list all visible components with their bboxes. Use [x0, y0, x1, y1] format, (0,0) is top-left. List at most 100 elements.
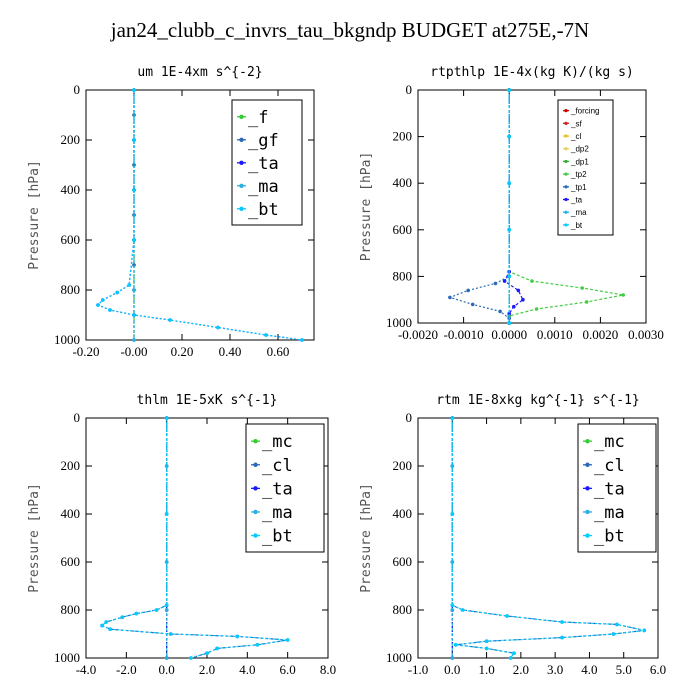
legend-marker — [585, 509, 590, 515]
data-point — [154, 608, 159, 612]
data-point — [507, 134, 512, 139]
legend-marker — [585, 486, 590, 491]
data-point — [560, 620, 564, 624]
x-tick-label: 0.0030 — [628, 327, 664, 342]
data-point — [235, 634, 240, 639]
data-point — [96, 303, 100, 307]
data-point — [450, 603, 455, 607]
data-point — [530, 279, 534, 283]
data-point — [132, 188, 136, 192]
x-tick-label: 0.0010 — [537, 327, 573, 342]
legend-marker — [239, 183, 244, 188]
x-tick-label: -4.0 — [76, 662, 97, 677]
x-tick-label: -2.0 — [116, 662, 137, 677]
y-tick-label: 200 — [61, 458, 81, 473]
legend-marker — [253, 438, 258, 444]
panel-4: rtm 1E-8xkg kg^{-1} s^{-1} Pressure [hPa]… — [359, 393, 666, 677]
legend-marker — [564, 109, 568, 113]
y-tick-label: 1000 — [386, 650, 412, 665]
y-tick-label: 800 — [61, 602, 81, 617]
data-point — [127, 283, 131, 287]
data-point — [216, 325, 220, 330]
data-point — [450, 416, 455, 420]
y-tick-label: 400 — [393, 175, 413, 190]
legend-marker — [564, 121, 568, 125]
data-point — [470, 302, 475, 307]
data-point — [493, 281, 498, 286]
series-tp1 — [448, 88, 512, 325]
data-point — [164, 416, 169, 420]
legend-label: _forcing — [570, 107, 599, 116]
legend-label: _dp1 — [570, 157, 589, 166]
panel-title: thlm 1E-5xK s^{-1} — [137, 393, 278, 408]
data-point — [453, 643, 458, 647]
data-point — [450, 656, 455, 660]
legend-label: _cl — [262, 456, 293, 476]
series-line — [508, 90, 624, 323]
y-tick-label: 1000 — [54, 650, 80, 665]
legend-label: _f — [248, 108, 268, 128]
series-bt — [100, 416, 290, 660]
x-tick-label: 0.0 — [444, 662, 460, 677]
y-tick-label: 0 — [406, 410, 413, 425]
legend-marker — [564, 185, 568, 189]
data-point — [448, 295, 452, 300]
data-point — [120, 615, 125, 619]
x-tick-label: 8.0 — [320, 662, 336, 677]
legend-marker — [564, 134, 568, 138]
panel-2: rtpthlp 1E-4x(kg K)/(kg s) Pressure [hPa]… — [359, 65, 664, 342]
data-point — [132, 138, 136, 142]
data-point — [507, 321, 512, 325]
x-tick-label: -0.0010 — [444, 327, 484, 342]
data-point — [512, 651, 516, 655]
x-tick-label: 6.0 — [280, 662, 296, 677]
legend-marker — [253, 486, 258, 491]
series-bt — [96, 88, 304, 342]
data-point — [507, 274, 512, 279]
data-point — [168, 632, 173, 636]
legend-marker — [564, 223, 568, 227]
legend-label: _mc — [262, 432, 293, 452]
legend-marker — [564, 159, 568, 164]
y-tick-label: 0 — [74, 410, 81, 425]
data-point — [507, 88, 512, 92]
x-tick-label: -0.20 — [72, 344, 99, 359]
panel-1: um 1E-4xm s^{-2} Pressure [hPa] 0 200 400 600… — [27, 65, 315, 359]
y-tick-label: 800 — [393, 268, 413, 283]
legend-label: _tp1 — [570, 183, 587, 192]
legend-marker — [253, 462, 258, 467]
legend-marker — [585, 438, 590, 444]
data-point — [132, 238, 136, 242]
x-tick-label: 0.0000 — [491, 327, 527, 342]
y-tick-label: 600 — [393, 222, 413, 237]
x-tick-label: -1.0 — [408, 662, 429, 677]
y-tick-label: 400 — [61, 506, 81, 521]
x-tick-label: 0.0020 — [583, 327, 619, 342]
legend-label: _bt — [594, 527, 625, 547]
y-axis-label: Pressure [hPa] — [359, 483, 374, 593]
y-tick-label: 800 — [61, 282, 81, 297]
legend-label: _cl — [594, 456, 625, 476]
y-tick-label: 600 — [61, 232, 81, 247]
legend-label: _ma — [248, 177, 279, 197]
legend-label: _gf — [248, 131, 279, 151]
series-line — [448, 90, 510, 323]
y-tick-label: 0 — [74, 82, 81, 97]
x-tick-label: 2.0 — [513, 662, 529, 677]
y-tick-label: 1000 — [386, 315, 412, 330]
legend-label: _cl — [570, 132, 581, 141]
legend-marker — [253, 533, 258, 538]
y-tick-label: 600 — [61, 554, 81, 569]
data-point — [189, 656, 193, 660]
data-point — [505, 614, 509, 618]
legend: _mc _cl _ta _ma _bt — [245, 423, 325, 553]
legend: _forcing _sf _cl _dp2 _dp1 _tp2 _tp1 _ta _ma _bt — [557, 99, 614, 236]
panel-title: um 1E-4xm s^{-2} — [137, 65, 262, 80]
x-tick-label: 4.0 — [581, 662, 597, 677]
legend: _f _gf _ta _ma _bt — [231, 99, 303, 226]
x-tick-label: 0.40 — [219, 344, 242, 359]
data-point — [450, 608, 455, 612]
y-tick-label: 200 — [393, 129, 413, 144]
x-tick-label: 3.0 — [547, 662, 563, 677]
data-point — [132, 338, 136, 342]
